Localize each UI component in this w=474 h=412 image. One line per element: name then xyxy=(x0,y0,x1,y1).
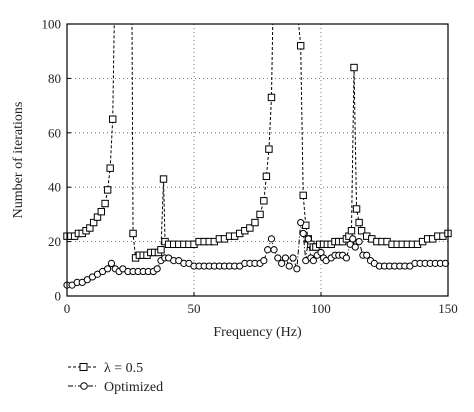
data-point-square xyxy=(262,172,271,181)
data-point-circle xyxy=(278,259,286,267)
legend: λ = 0.5 Optimized xyxy=(68,361,163,395)
data-point-square xyxy=(97,207,105,216)
data-point-square xyxy=(159,175,168,183)
legend-optimized-label: Optimized xyxy=(104,380,163,395)
data-point-square xyxy=(129,229,137,238)
y-tick-label: 80 xyxy=(48,71,61,86)
data-point-circle xyxy=(297,218,305,227)
data-point-square xyxy=(89,218,98,227)
legend-item-lambda: λ = 0.5 xyxy=(68,361,143,376)
data-point-circle xyxy=(104,265,112,273)
plot-series xyxy=(63,24,452,289)
data-point-square xyxy=(157,246,165,254)
data-point-circle xyxy=(342,254,350,262)
data-point-square xyxy=(352,205,361,213)
x-axis-label: Frequency (Hz) xyxy=(213,325,302,340)
data-point-circle xyxy=(107,259,116,267)
x-tick-label: 50 xyxy=(188,301,201,316)
x-tick-label: 100 xyxy=(311,301,331,316)
series-optimized xyxy=(63,218,450,289)
data-point-circle xyxy=(267,235,276,243)
data-point-circle xyxy=(363,251,371,259)
data-point-square xyxy=(296,42,305,50)
data-point-square xyxy=(251,218,259,227)
data-point-square xyxy=(347,227,356,235)
data-point-square xyxy=(357,227,366,235)
y-tick-label: 60 xyxy=(48,125,61,140)
legend-circle-marker-icon xyxy=(80,382,88,390)
data-point-square xyxy=(101,199,109,208)
data-point-circle xyxy=(264,246,272,254)
x-tick-label: 150 xyxy=(438,301,458,316)
data-point-square xyxy=(299,191,307,200)
y-axis-label: Number of iterations xyxy=(11,102,26,219)
data-point-circle xyxy=(281,254,290,262)
data-point-square xyxy=(256,210,264,219)
data-point-square xyxy=(355,218,363,227)
data-point-square xyxy=(93,213,102,221)
plot-frame xyxy=(66,23,449,297)
gridlines xyxy=(67,24,448,296)
data-point-circle xyxy=(153,265,161,273)
data-point-circle xyxy=(355,238,363,246)
x-tick-label: 0 xyxy=(64,301,71,316)
data-point-square xyxy=(106,164,114,172)
data-point-circle xyxy=(299,229,307,238)
data-point-square xyxy=(260,197,268,205)
data-point-circle xyxy=(349,235,357,243)
y-tick-label: 100 xyxy=(42,17,62,32)
data-point-square xyxy=(86,224,94,232)
legend-lambda-label: λ = 0.5 xyxy=(104,361,143,376)
data-point-square xyxy=(246,224,254,232)
data-point-square xyxy=(350,63,358,72)
data-point-circle xyxy=(260,257,268,265)
data-point-circle xyxy=(274,254,282,262)
data-point-circle xyxy=(304,235,312,243)
y-tick-label: 0 xyxy=(55,289,62,304)
data-point-circle xyxy=(285,262,293,270)
data-point-circle xyxy=(289,254,297,262)
legend-square-marker-icon xyxy=(79,363,88,371)
axis-ticks: 0 50 100 150 0 20 40 60 80 100 xyxy=(42,17,458,317)
data-point-circle xyxy=(351,243,359,251)
y-tick-label: 40 xyxy=(48,180,61,195)
data-point-square xyxy=(265,145,273,153)
data-point-square xyxy=(103,186,112,194)
data-point-square xyxy=(267,93,276,102)
series-lambda xyxy=(63,24,452,262)
data-point-square xyxy=(109,115,117,123)
data-point-circle xyxy=(309,257,317,265)
data-point-circle xyxy=(270,246,278,254)
data-point-circle xyxy=(293,265,301,273)
legend-item-optimized: Optimized xyxy=(68,380,163,395)
y-tick-label: 20 xyxy=(48,234,61,249)
